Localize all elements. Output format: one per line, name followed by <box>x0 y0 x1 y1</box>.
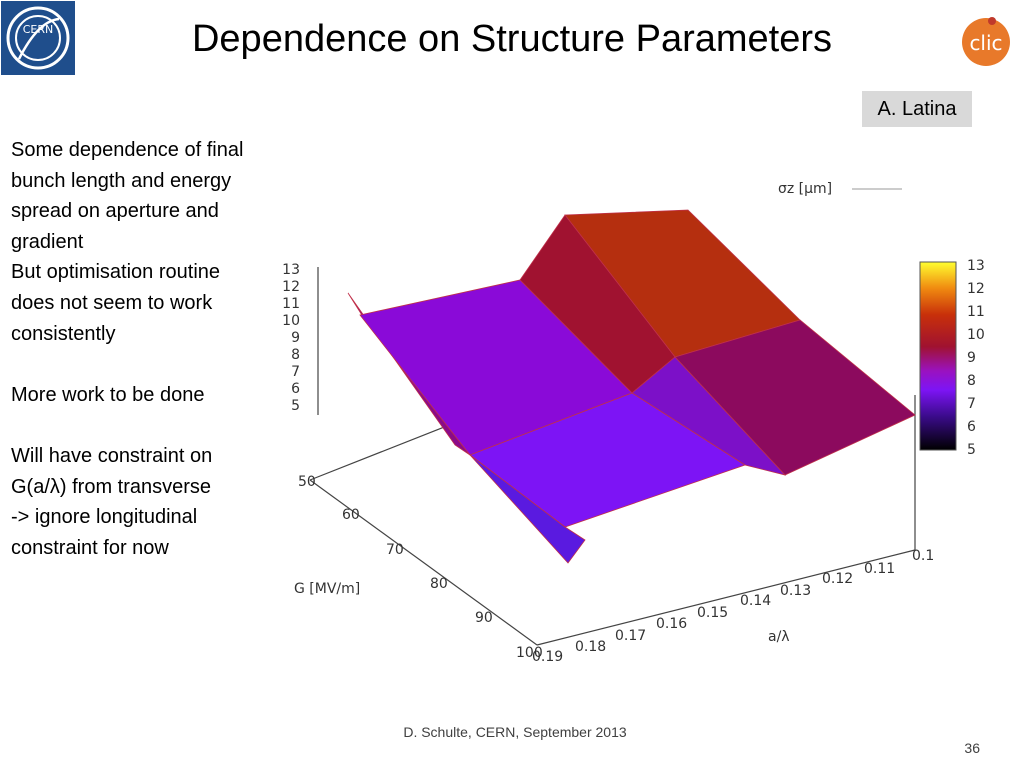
y-tick-label: 50 <box>298 474 316 490</box>
text-line: spread on aperture and <box>11 200 219 223</box>
surface-panel-drop <box>469 454 586 564</box>
clic-logo: clic <box>962 17 1010 66</box>
x-tick-label: 0.17 <box>615 628 646 644</box>
z-tick-label: 13 <box>282 262 300 278</box>
y-axis-label: G [MV/m] <box>294 581 360 597</box>
z-axis-ticks: 13 12 11 10 9 8 7 6 5 <box>282 262 300 414</box>
text-line: But optimisation routine <box>11 261 221 284</box>
y-axis-ticks: 50 60 70 80 90 100 <box>298 474 543 661</box>
text-line: constraint for now <box>11 536 169 559</box>
x-axis-ticks: 0.1 0.11 0.12 0.13 0.14 0.15 0.16 0.17 0… <box>532 548 934 665</box>
text-line: G(a/λ) from transverse <box>11 475 212 498</box>
colorbar-tick-label: 5 <box>967 442 976 458</box>
colorbar-tick-label: 9 <box>967 350 976 366</box>
colorbar <box>919 261 957 451</box>
y-tick-label: 90 <box>475 610 493 626</box>
x-tick-label: 0.19 <box>532 649 563 665</box>
text-line: More work to be done <box>11 383 205 406</box>
z-tick-label: 6 <box>291 381 300 397</box>
legend-label: σz [μm] <box>778 181 832 197</box>
slide-title: Dependence on Structure Parameters <box>191 18 833 60</box>
z-tick-label: 12 <box>282 279 300 295</box>
z-tick-label: 5 <box>291 398 300 414</box>
text-line: does not seem to work <box>11 291 213 314</box>
x-tick-label: 0.11 <box>864 561 895 577</box>
text-line: -> ignore longitudinal <box>11 506 198 529</box>
text-line: gradient <box>11 230 84 253</box>
x-tick-label: 0.12 <box>822 571 853 587</box>
x-tick-label: 0.13 <box>780 583 811 599</box>
z-tick-label: 11 <box>282 296 300 312</box>
surface-plot: 13 12 11 10 9 8 7 6 5 50 60 70 80 90 100… <box>282 181 985 665</box>
y-tick-label: 80 <box>430 576 448 592</box>
colorbar-tick-label: 12 <box>967 281 985 297</box>
colorbar-tick-label: 11 <box>967 304 985 320</box>
paragraph-3: Will have constraint on G(a/λ) from tran… <box>11 441 301 563</box>
y-tick-label: 100 <box>516 645 543 661</box>
colorbar-tick-label: 6 <box>967 419 976 435</box>
cern-logo: CERN <box>1 1 75 75</box>
author-label: A. Latina <box>862 91 972 127</box>
colorbar-tick-label: 8 <box>967 373 976 389</box>
colorbar-tick-label: 7 <box>967 396 976 412</box>
footer-text: D. Schulte, CERN, September 2013 <box>403 724 627 740</box>
z-tick-label: 9 <box>291 330 300 346</box>
colorbar-tick-label: 13 <box>967 258 985 274</box>
surface <box>347 209 916 564</box>
colorbar-ticks: 13 12 11 10 9 8 7 6 5 <box>967 258 985 458</box>
paragraph-2: More work to be done <box>11 380 301 411</box>
x-axis-label: a/λ <box>768 629 790 645</box>
x-tick-label: 0.15 <box>697 605 728 621</box>
colorbar-tick-label: 10 <box>967 327 985 343</box>
z-tick-label: 10 <box>282 313 300 329</box>
paragraph-1: Some dependence of final bunch length an… <box>11 135 301 349</box>
x-tick-label: 0.1 <box>912 548 934 564</box>
z-tick-label: 8 <box>291 347 300 363</box>
body-text: Some dependence of final bunch length an… <box>11 135 301 563</box>
x-tick-label: 0.16 <box>656 616 687 632</box>
x-tick-label: 0.18 <box>575 639 606 655</box>
y-tick-label: 70 <box>386 542 404 558</box>
axes-frame <box>309 267 916 646</box>
z-tick-label: 7 <box>291 364 300 380</box>
y-tick-label: 60 <box>342 507 360 523</box>
page-number: 36 <box>964 740 980 756</box>
text-line: consistently <box>11 322 116 345</box>
x-tick-label: 0.14 <box>740 593 771 609</box>
clic-logo-text: clic <box>969 31 1002 55</box>
text-line: bunch length and energy <box>11 169 232 192</box>
text-line: Will have constraint on <box>11 444 213 467</box>
cern-logo-text: CERN <box>23 23 54 36</box>
text-line: Some dependence of final <box>11 139 244 161</box>
